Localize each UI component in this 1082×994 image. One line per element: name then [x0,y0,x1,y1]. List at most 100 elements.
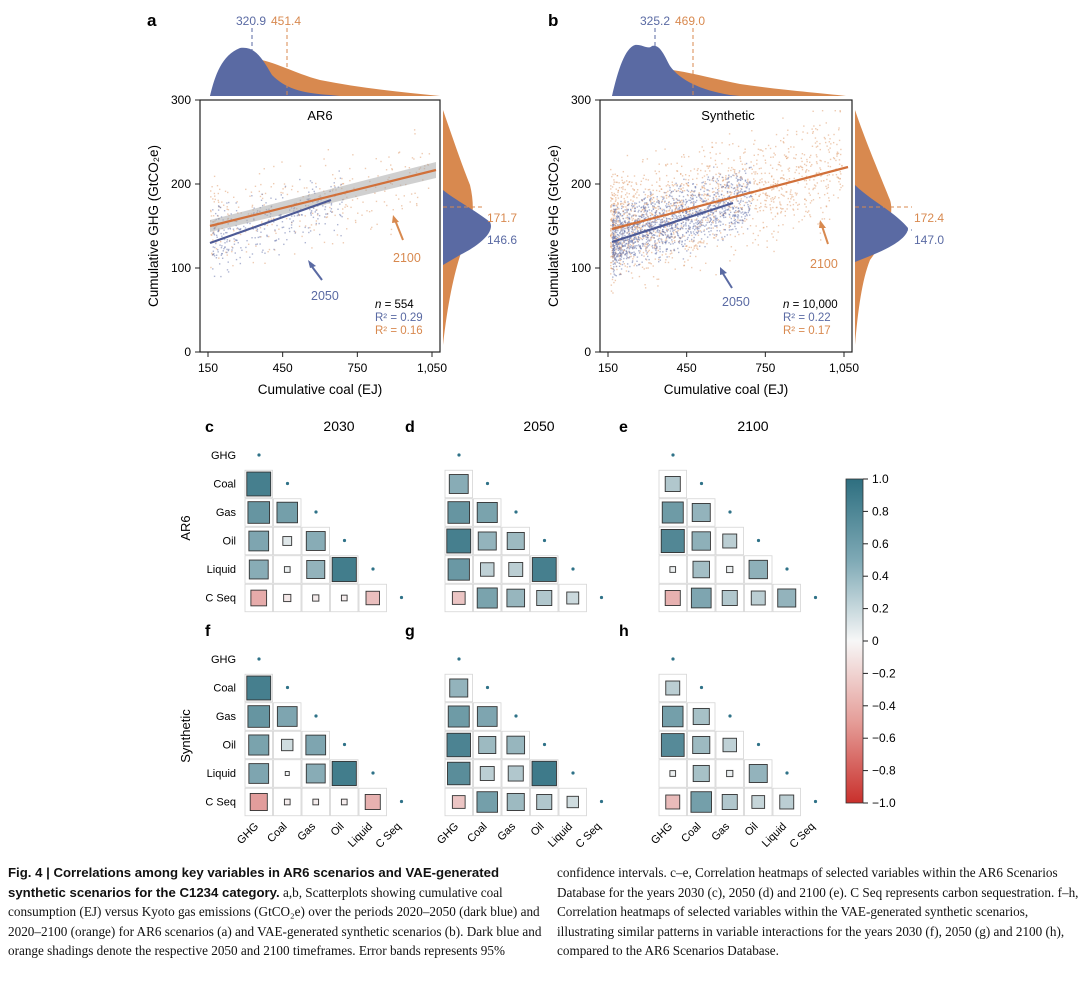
point-2050-b [706,236,709,238]
point-2050-a [288,227,291,230]
heatmap-diagonal-dot [813,799,818,804]
point-2050-b [624,234,626,237]
point-2100-a [333,185,336,187]
point-2050-a [310,211,312,214]
point-2100-b [778,189,780,192]
point-2050-b [745,162,748,165]
point-2100-b [622,181,624,184]
point-2050-b [632,205,634,208]
point-2100-b [671,204,673,207]
point-2050-b [654,221,657,224]
point-2100-b [780,193,783,196]
point-2100-b [790,198,792,200]
point-2050-b [693,223,695,225]
point-2100-b [708,190,711,192]
point-2100-b [756,199,759,201]
point-2050-b [631,246,633,249]
point-2100-b [618,240,620,243]
heatmap-value-square [305,763,326,784]
point-2100-b [714,180,717,182]
point-2050-a [312,207,315,209]
point-2100-a [255,245,257,247]
point-2050-b [685,210,688,212]
point-2050-b [748,209,751,211]
point-2100-a [357,212,359,214]
point-2100-b [712,221,714,224]
point-2100-b [667,190,669,193]
point-2050-b [658,231,660,234]
point-2050-b [694,210,697,213]
point-2050-b [621,236,624,239]
point-2100-b [694,219,696,221]
point-2050-b [654,241,656,243]
point-2100-b [769,208,772,211]
point-2100-b [812,130,814,133]
point-2100-b [744,148,746,150]
point-2100-b [729,234,732,236]
point-2050-b [627,221,630,223]
point-2050-a [290,226,293,229]
point-2050-b [613,254,616,256]
point-2100-b [752,232,755,235]
point-2050-b [691,201,693,203]
point-2100-b [741,206,744,209]
point-2050-b [698,225,700,228]
point-2100-b [636,189,639,191]
point-2100-b [611,186,614,188]
point-2100-b [613,254,615,256]
point-2100-b [659,231,662,234]
heatmap-value-square [284,771,290,776]
point-2050-b [673,229,675,232]
point-2050-a [212,268,214,270]
point-2050-b [670,203,672,205]
point-2050-b [713,199,715,201]
point-2100-a [232,264,234,267]
point-2050-b [691,193,694,196]
point-2050-b [635,215,637,217]
point-2100-a [258,173,261,175]
fit-line-2100-b [611,165,849,231]
point-2100-a [293,253,296,255]
colorbar-tick-label: 0.8 [872,504,889,518]
point-2100-b [697,242,699,244]
point-2100-b [679,173,682,175]
point-2050-b [676,227,678,230]
point-2050-b [675,226,677,228]
point-2050-b [614,241,616,244]
point-2100-a [385,169,388,171]
point-2100-b [803,215,806,218]
point-2050-b [663,216,665,219]
point-2050-a [234,252,236,254]
point-2050-b [620,229,622,231]
point-2050-b [686,218,688,220]
point-2050-b [631,261,634,264]
point-2050-b [690,220,692,223]
point-2100-b [617,191,619,194]
point-2100-b [691,266,693,269]
point-2050-b [681,191,684,193]
point-2100-b [631,219,634,221]
point-2100-b [751,172,753,175]
point-2100-b [724,177,727,179]
point-2050-a [339,177,342,179]
point-2100-b [738,171,740,174]
point-2050-b [655,211,657,213]
point-2050-b [735,197,738,199]
point-2050-b [707,206,709,208]
point-2050-b [631,246,634,249]
point-2100-b [816,128,819,131]
point-2050-b [643,198,645,201]
heatmap-value-square [451,591,466,605]
point-2100-b [649,239,651,241]
point-2100-a [250,191,253,193]
point-2050-b [645,216,647,219]
point-2100-b [771,197,774,199]
plot-title-b: Synthetic [701,108,755,123]
heatmap-value-square [748,559,768,580]
point-2050-b [742,200,744,202]
point-2050-b [689,252,692,254]
point-2050-b [659,212,661,215]
point-2050-b [696,221,699,223]
point-2100-b [689,255,692,258]
point-2100-b [671,252,673,254]
